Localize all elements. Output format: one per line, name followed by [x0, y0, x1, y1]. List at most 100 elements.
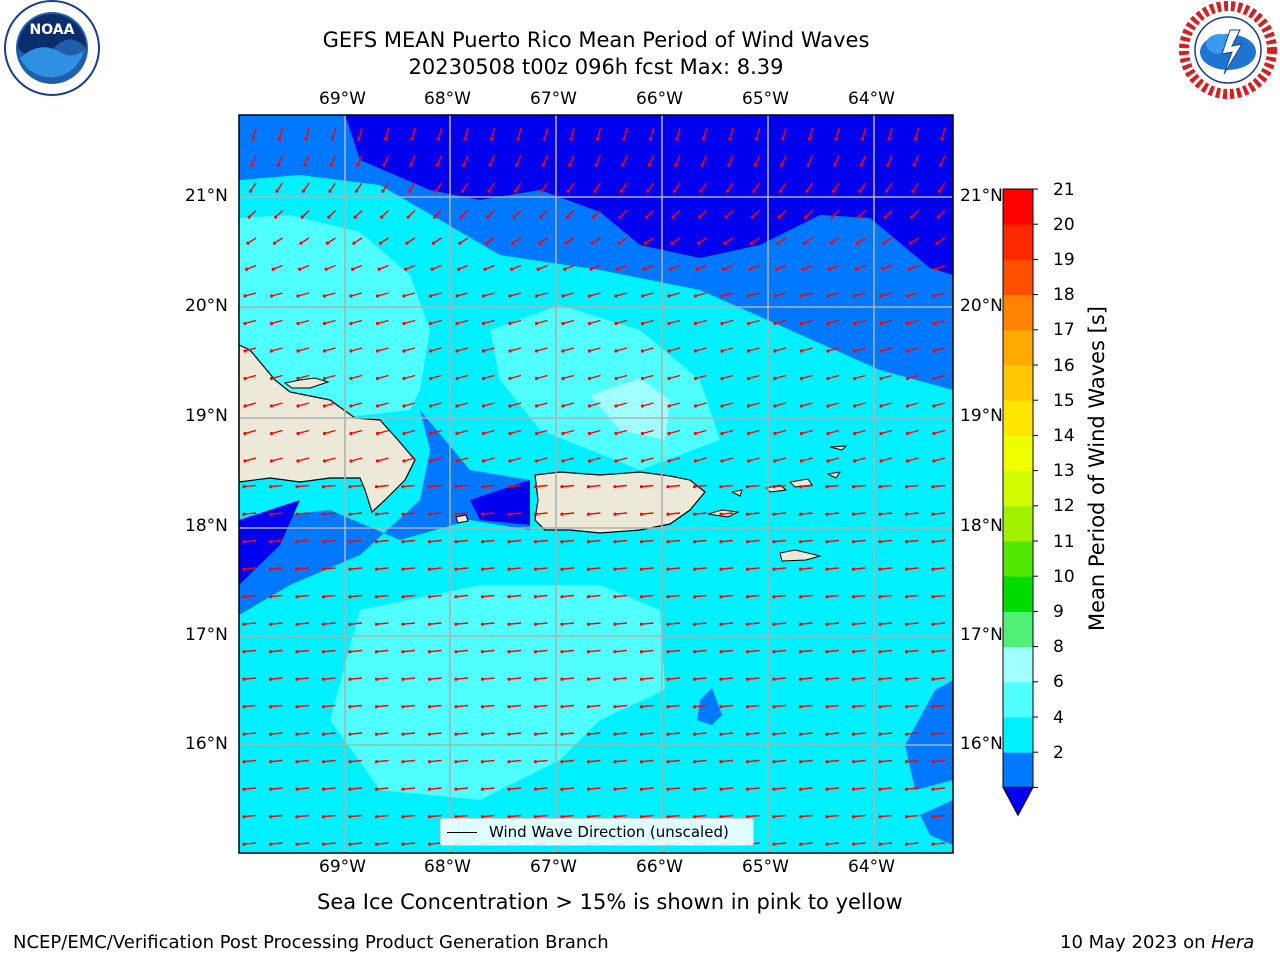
wave-direction-arrow: [800, 787, 813, 790]
wave-direction-arrowhead: [826, 376, 830, 381]
wave-direction-arrowhead: [560, 540, 564, 544]
wave-direction-arrowhead: [565, 215, 569, 219]
wave-direction-arrow: [243, 704, 257, 708]
wave-direction-arrowhead: [772, 760, 776, 764]
wave-direction-arrow: [588, 759, 601, 763]
wave-direction-arrowhead: [586, 595, 591, 599]
wave-direction-arrowhead: [560, 650, 564, 654]
wave-direction-arrow: [880, 457, 893, 462]
wave-direction-arrowhead: [639, 677, 644, 681]
wave-direction-arrowhead: [402, 404, 406, 408]
wave-direction-arrowhead: [826, 321, 830, 326]
colorbar-band: [1003, 329, 1033, 366]
wave-direction-arrow: [880, 429, 893, 435]
wave-direction-arrowhead: [851, 787, 856, 791]
wave-direction-arrow: [723, 264, 734, 270]
wave-direction-arrow: [323, 759, 336, 763]
wave-direction-arrowhead: [642, 267, 646, 271]
wave-direction-arrow: [323, 567, 336, 570]
wave-direction-arrowhead: [402, 376, 406, 381]
wave-direction-arrowhead: [776, 241, 780, 245]
wave-direction-arrow: [297, 457, 310, 462]
wave-direction-arrow: [402, 622, 416, 625]
wave-direction-arrow: [729, 127, 734, 140]
wave-direction-arrowhead: [303, 163, 307, 167]
wave-direction-arrow: [906, 512, 919, 515]
wave-direction-arrowhead: [912, 163, 916, 167]
wave-direction-arrow: [853, 512, 866, 515]
colorbar-label: Mean Period of Wind Waves [s]: [1085, 306, 1109, 631]
wave-direction-arrow: [324, 402, 336, 407]
wave-direction-arrowhead: [931, 567, 935, 571]
lat-label-left-18n: 18°N: [185, 516, 228, 536]
wave-direction-arrowhead: [613, 760, 617, 764]
wave-direction-arrow: [402, 759, 416, 763]
wave-direction-arrow: [932, 567, 946, 570]
wave-direction-arrow: [694, 484, 707, 488]
wave-direction-arrowhead: [401, 595, 405, 599]
wave-direction-arrow: [376, 759, 389, 763]
wave-direction-arrowhead: [427, 512, 432, 516]
wave-direction-arrow: [455, 787, 469, 790]
wave-direction-arrow: [588, 567, 601, 570]
wave-direction-arrowhead: [773, 431, 777, 436]
wave-direction-arrowhead: [586, 677, 591, 681]
wave-direction-arrow: [296, 622, 310, 625]
wave-direction-arrow: [377, 374, 389, 380]
wave-direction-arrow: [773, 704, 787, 708]
wave-direction-arrow: [402, 649, 416, 653]
wave-direction-arrowhead: [401, 842, 405, 846]
wave-direction-arrowhead: [296, 376, 300, 381]
wave-direction-arrowhead: [348, 595, 352, 599]
wave-direction-arrow: [561, 649, 575, 653]
cb-tick-label: 14: [1053, 426, 1075, 446]
wave-direction-arrow: [667, 539, 681, 543]
wave-direction-arrow: [802, 264, 813, 270]
wave-direction-arrow: [246, 264, 257, 270]
wave-direction-arrowhead: [428, 349, 433, 353]
wave-direction-arrowhead: [401, 705, 405, 709]
wave-direction-arrow: [508, 704, 522, 708]
wave-direction-arrow: [589, 292, 601, 297]
wave-direction-arrow: [482, 759, 495, 763]
wave-direction-arrow: [667, 594, 681, 598]
wave-direction-arrow: [827, 457, 840, 462]
wave-direction-arrowhead: [719, 650, 723, 654]
wave-direction-arrowhead: [851, 512, 856, 516]
wave-direction-arrowhead: [295, 705, 299, 709]
wave-direction-arrowhead: [879, 404, 883, 408]
wave-direction-arrowhead: [481, 431, 486, 436]
wave-direction-arrowhead: [904, 677, 909, 681]
wave-direction-arrow: [561, 759, 575, 763]
wave-direction-arrow: [455, 732, 469, 735]
wave-direction-arrow: [561, 677, 575, 680]
wave-direction-arrowhead: [454, 732, 458, 736]
wave-direction-arrowhead: [458, 241, 462, 245]
wave-direction-arrowhead: [696, 241, 701, 245]
colorbar-band: [1003, 681, 1033, 718]
wave-direction-arrow: [826, 787, 840, 790]
wave-direction-arrowhead: [455, 404, 459, 408]
wave-direction-arrowhead: [878, 787, 882, 791]
wave-direction-arrowhead: [746, 294, 751, 298]
wave-direction-arrowhead: [904, 760, 909, 764]
wave-direction-arrowhead: [775, 267, 779, 271]
wave-direction-arrowhead: [480, 567, 485, 571]
wave-direction-arrow: [880, 292, 893, 297]
wave-direction-arrow: [853, 732, 866, 735]
wave-direction-arrowhead: [428, 294, 433, 298]
wave-direction-arrow: [694, 539, 707, 543]
wave-direction-arrow: [252, 127, 257, 140]
wave-direction-arrowhead: [825, 677, 829, 681]
wave-direction-arrow: [358, 127, 363, 140]
wave-direction-arrow: [879, 567, 893, 570]
wave-direction-arrowhead: [508, 321, 512, 326]
wave-direction-arrow: [720, 594, 734, 598]
wave-direction-arrow: [614, 787, 628, 790]
wave-direction-arrow: [907, 347, 919, 352]
wave-direction-arrowhead: [533, 595, 538, 599]
wave-direction-arrowhead: [937, 189, 942, 193]
wave-direction-arrowhead: [348, 760, 352, 764]
wave-direction-arrowhead: [383, 137, 388, 141]
wave-direction-arrow: [484, 264, 495, 270]
